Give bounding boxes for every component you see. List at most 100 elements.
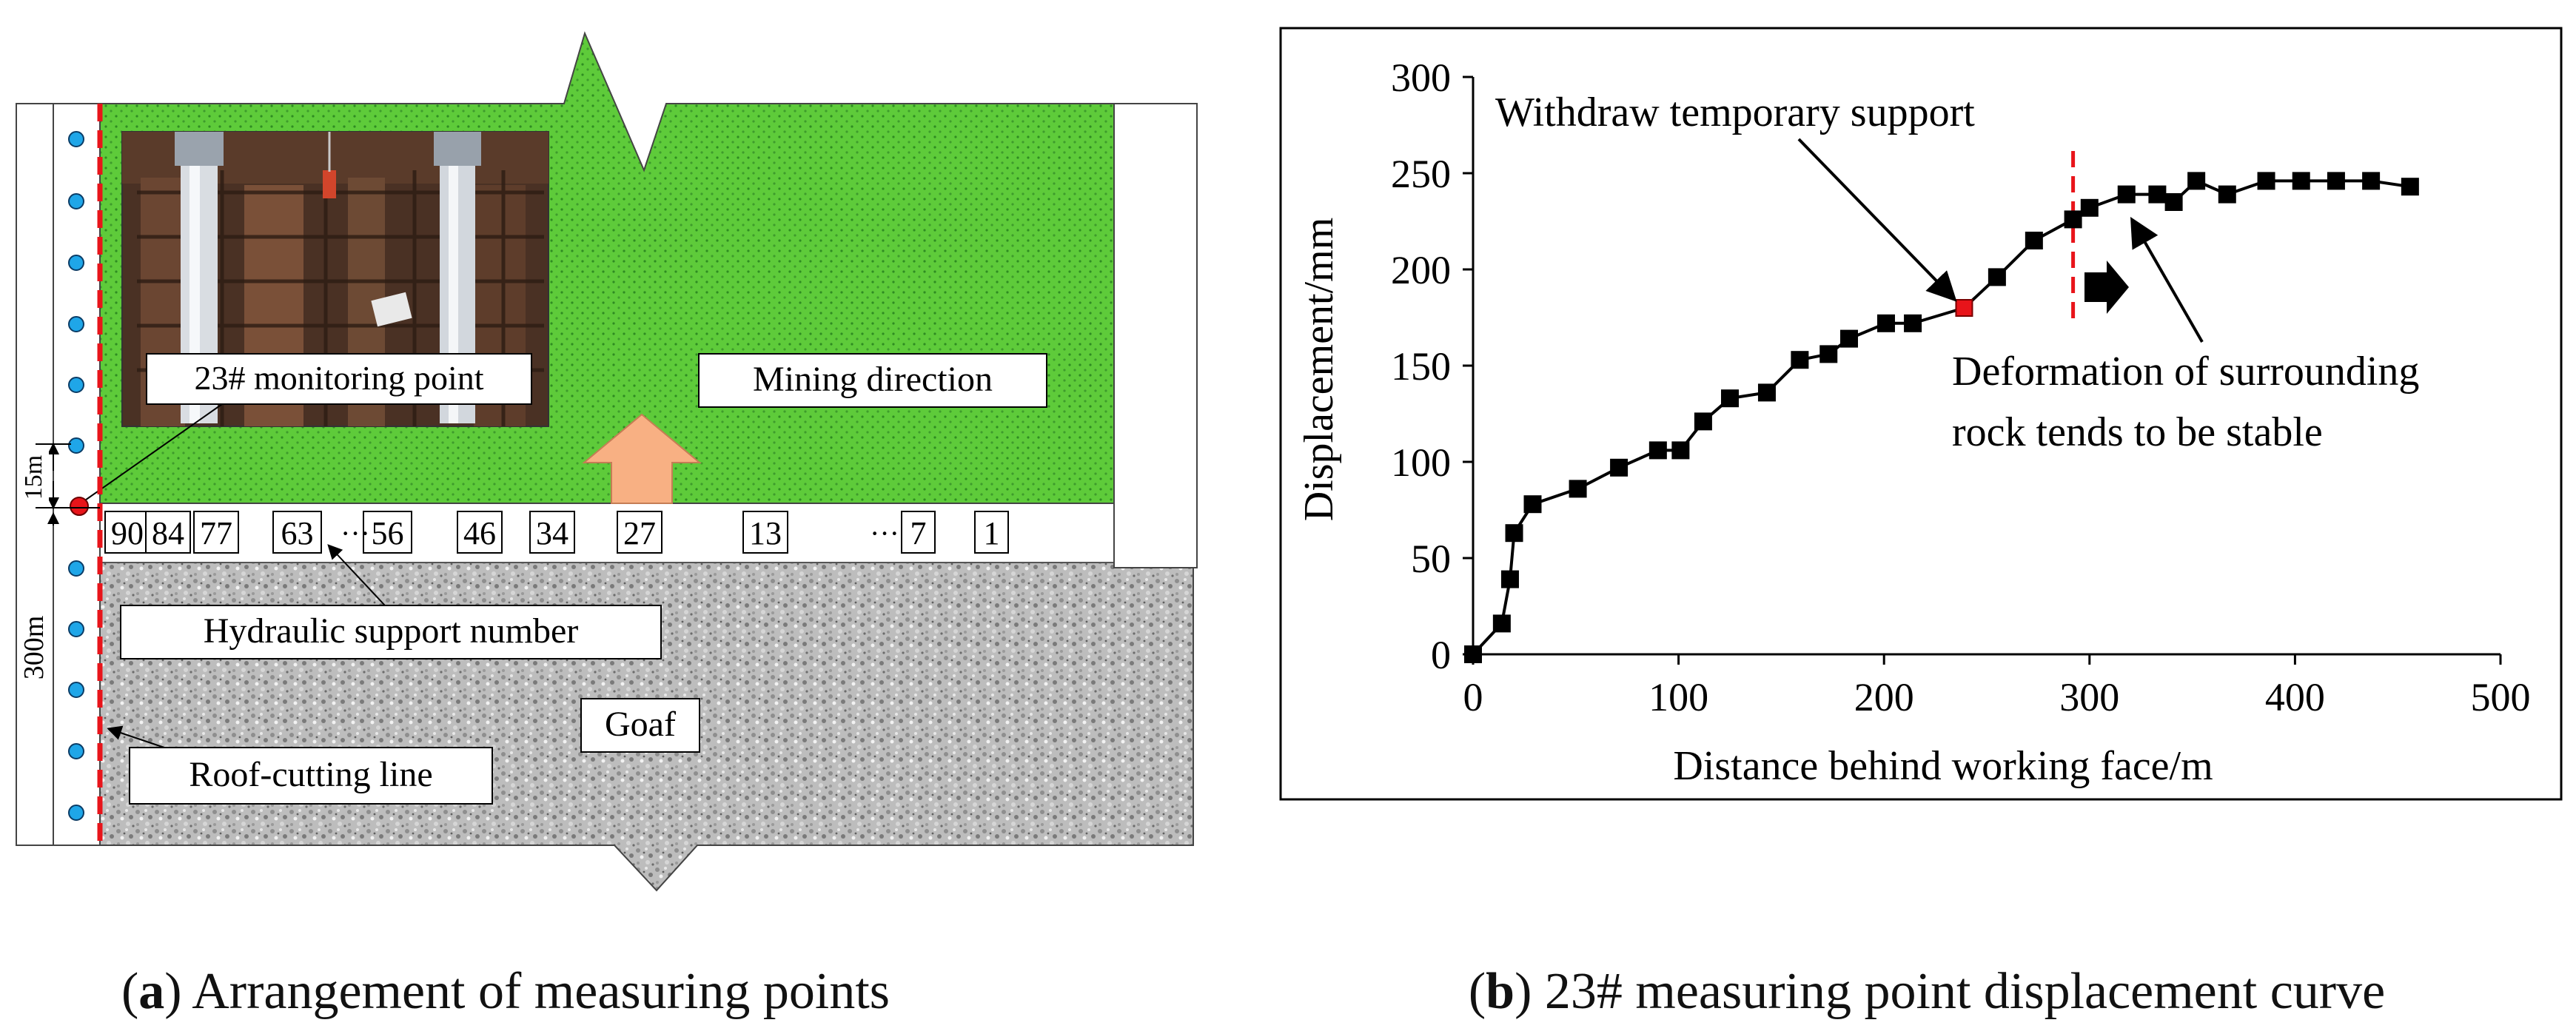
support-number-box [193,511,239,554]
monitoring-point-leader [82,403,223,503]
stable-arrow [2130,217,2204,343]
data-point [1648,441,1667,460]
dim-300m-bg [21,607,49,688]
data-point [1791,351,1809,369]
support-ellipsis: ··· [341,517,370,550]
support-number-box [363,511,412,554]
data-point [1694,412,1712,431]
roof-cutting-label: Roof-cutting line [189,755,432,794]
measuring-point-dot [68,621,84,637]
mining-direction-box [698,353,1047,408]
x-axis-label: Distance behind working face/m [1673,743,2213,789]
dim-15m-label: 15m [20,455,47,500]
measuring-point-dot [68,560,84,577]
y-tick-label: 50 [1411,537,1451,581]
measuring-points [68,131,89,821]
support-strip [99,503,1122,563]
data-point [2164,193,2183,211]
dim-300m-label: 300m [19,616,50,680]
data-point [2327,172,2345,190]
monitoring-point-23-dot [70,497,89,516]
measuring-point-dot [68,437,84,454]
goaf-label: Goaf [605,705,676,744]
data-point [1819,345,1838,363]
data-point [2218,185,2236,204]
measuring-point-dot [68,805,84,821]
highlight-data-point [1955,299,1973,317]
caption-a: (a) Arrangement of measuring points [121,963,890,1020]
panel-b-chart: 0 50 100 150 200 250 300 0 100 200 300 400 500 Dista… [1279,27,2563,801]
mining-direction-arrow [582,413,702,504]
support-number-box [742,511,788,554]
data-point [2025,232,2043,249]
x-tick-label: 0 [1463,675,1483,719]
data-point [2064,210,2082,229]
data-point [1523,495,1542,514]
support-number-box [529,511,575,554]
support-number-box [457,511,503,554]
chart-frame [1279,27,2563,801]
support-number-box [145,511,191,554]
support-number: 46 [463,515,496,551]
caption-b-letter: b [1486,963,1515,1020]
data-point [1492,614,1511,633]
chart-ticks: 0 50 100 150 200 250 300 0 100 200 300 400 500 [1391,56,2531,719]
support-number: 90 [111,515,144,551]
x-tick-label: 500 [2471,675,2531,719]
data-point [1904,314,1922,332]
y-tick-label: 150 [1391,344,1451,389]
data-point [2148,185,2167,204]
stable-annotation-line2: rock tends to be stable [1952,409,2323,455]
y-axis-label: Displacement/mm [1296,218,1342,522]
caption-a-text: Arrangement of measuring points [182,963,890,1020]
y-tick-label: 250 [1391,152,1451,196]
support-number-box [617,511,663,554]
support-number: 63 [281,515,314,551]
data-point [1464,645,1482,663]
support-number: 56 [372,515,404,551]
measuring-point-dot [68,377,84,393]
support-number-box [104,511,150,554]
measuring-point-dot [68,193,84,209]
data-point [1569,480,1587,498]
data-point [1988,268,2006,286]
data-point [2080,198,2099,217]
measuring-point-dot [68,682,84,698]
hydraulic-support-box [120,605,662,659]
withdraw-annotation: Withdraw temporary support [1495,90,1975,135]
withdraw-arrow [1797,138,1957,302]
support-number: 13 [749,515,782,551]
goaf-label-box [580,698,700,753]
data-point [1876,314,1895,332]
support-number: 7 [910,515,927,551]
y-tick-label: 200 [1391,248,1451,292]
data-point [2292,172,2310,190]
caption-b: (b) 23# measuring point displacement cur… [1469,963,2385,1020]
support-number: 1 [984,515,1000,551]
roof-cutting-leader [107,725,165,748]
x-tick-label: 400 [2265,675,2325,719]
panel-a-diagram: 23# monitoring point Mining direction 90… [16,31,1198,892]
data-point [2187,172,2206,190]
support-number: 34 [536,515,568,551]
support-number-box [272,511,322,554]
right-block [1113,103,1198,568]
x-tick-label: 200 [1854,675,1914,719]
support-number: 77 [200,515,232,551]
measuring-point-dot [68,255,84,271]
data-point [1610,458,1629,477]
x-tick-label: 100 [1648,675,1708,719]
data-point [1505,524,1523,543]
roof-cutting-box [129,747,493,805]
monitoring-point-label-box [146,353,532,405]
hydraulic-support-label: Hydraulic support number [204,611,579,651]
data-point [1840,329,1859,348]
measuring-point-dot [68,316,84,332]
direction-block-arrow [2084,261,2129,314]
data-point [1671,441,1690,460]
support-numbers: 90 84 77 63 56 46 34 27 13 7 1 [104,511,1009,554]
data-point [2362,172,2381,190]
y-tick-label: 300 [1391,56,1451,100]
data-point [1721,389,1739,408]
